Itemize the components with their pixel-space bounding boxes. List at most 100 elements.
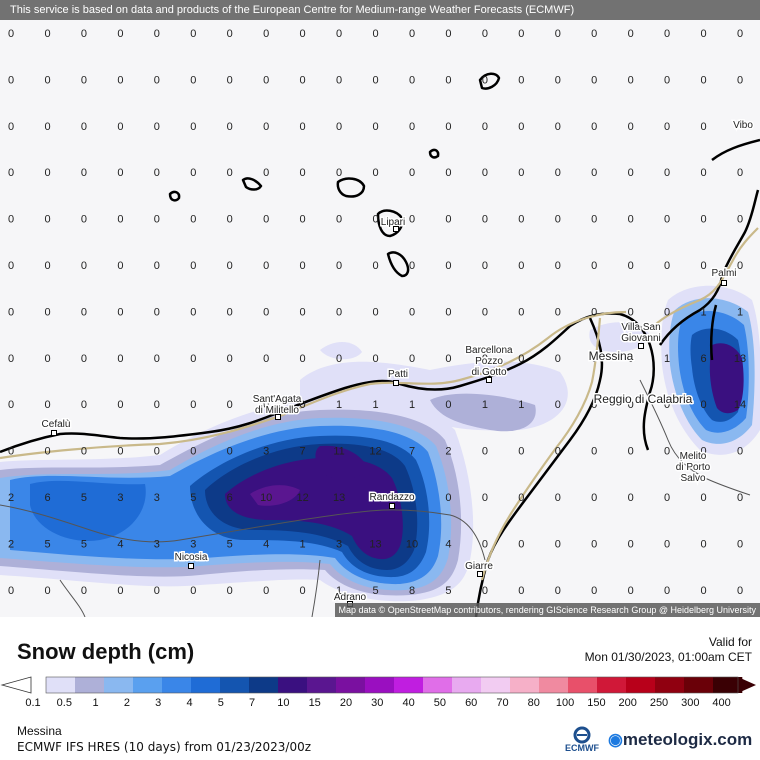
legend-tick: 150 — [587, 697, 606, 709]
grid-value: 0 — [300, 260, 306, 272]
grid-value: 0 — [336, 74, 342, 86]
grid-value: 0 — [737, 74, 743, 86]
city-label: Giovanni — [621, 333, 660, 344]
grid-value: 0 — [190, 260, 196, 272]
grid-value: 0 — [445, 28, 451, 40]
grid-value: 0 — [263, 28, 269, 40]
legend-frame — [45, 676, 739, 694]
legend-tick: 2 — [123, 697, 130, 709]
grid-value: 0 — [482, 74, 488, 86]
legend-swatch — [365, 677, 395, 693]
meteologix-logo-icon: ◉ — [608, 730, 623, 749]
grid-value: 0 — [117, 585, 123, 597]
city-label: Salvo — [680, 473, 705, 484]
legend-swatch — [597, 677, 627, 693]
grid-value: 0 — [372, 214, 378, 226]
legend-tick: 60 — [465, 697, 478, 709]
grid-value: 0 — [190, 74, 196, 86]
city-label: Barcellona — [465, 345, 513, 356]
grid-value: 0 — [117, 446, 123, 458]
grid-value: 0 — [737, 492, 743, 504]
grid-value: 4 — [117, 538, 123, 550]
legend-swatch — [336, 677, 366, 693]
legend-swatch — [539, 677, 569, 693]
grid-value: 0 — [154, 353, 160, 365]
snow-depth-map[interactable]: 0 0 0 0 0 0 0 0 0 0 0 0 0 0 0 0 0 0 0 0 0 0 0 0 0 0 0 0 0 0 0 0 0 0 0 0 0 0 0 0… — [0, 0, 760, 617]
grid-value: 0 — [482, 214, 488, 226]
grid-value: 1 — [300, 538, 306, 550]
grid-value: 0 — [372, 28, 378, 40]
grid-value: 0 — [190, 353, 196, 365]
meteologix-brand-link[interactable]: ◉meteologix.com — [608, 730, 752, 750]
grid-value: 0 — [518, 167, 524, 179]
city-marker — [393, 380, 399, 386]
grid-value: 0 — [372, 353, 378, 365]
grid-value: 2 — [8, 538, 14, 550]
grid-value: 0 — [300, 167, 306, 179]
legend-tick: 300 — [681, 697, 700, 709]
grid-value: 0 — [263, 74, 269, 86]
map-canvas: 0 0 0 0 0 0 0 0 0 0 0 0 0 0 0 0 0 0 0 0 0 0 0 0 0 0 0 0 0 0 0 0 0 0 0 0 0 0 0 0… — [0, 28, 760, 617]
grid-value: 5 — [81, 538, 87, 550]
grid-value: 0 — [336, 167, 342, 179]
grid-value: 4 — [445, 538, 451, 550]
grid-value: 0 — [445, 74, 451, 86]
legend-tick-labels: 0.1 0.5 1 2 3 4 5 7 10 15 20 30 40 50 60 70 80 100 150 200 2… — [0, 697, 760, 713]
grid-value: 0 — [117, 74, 123, 86]
legend-tick: 100 — [555, 697, 575, 709]
grid-value: 0 — [154, 214, 160, 226]
city-marker — [275, 414, 281, 420]
grid-value: 0 — [44, 399, 50, 411]
grid-value: 0 — [518, 492, 524, 504]
city-label: Adrano — [334, 592, 367, 603]
grid-value: 1 — [336, 399, 342, 411]
grid-value: 0 — [664, 74, 670, 86]
grid-value: 0 — [372, 260, 378, 272]
snow-depth-shading — [0, 285, 760, 602]
grid-value: 0 — [300, 306, 306, 318]
grid-value: 5 — [445, 585, 451, 597]
city-label: Randazzo — [369, 492, 414, 503]
grid-value: 0 — [154, 585, 160, 597]
legend-swatch — [423, 677, 453, 693]
legend-swatch — [249, 677, 279, 693]
grid-value: 0 — [555, 214, 561, 226]
grid-value: 0 — [555, 28, 561, 40]
legend-swatch — [133, 677, 163, 693]
grid-value: 0 — [482, 538, 488, 550]
grid-value: 3 — [190, 538, 196, 550]
grid-value: 0 — [555, 306, 561, 318]
legend-tick: 200 — [618, 697, 637, 709]
grid-value: 0 — [628, 399, 634, 411]
city-label: Messina — [589, 349, 634, 363]
grid-value: 0 — [44, 28, 50, 40]
grid-value: 0 — [409, 74, 415, 86]
legend-arrow-high — [738, 677, 756, 693]
grid-value: 12 — [296, 492, 308, 504]
grid-value: 0 — [664, 585, 670, 597]
grid-value: 0 — [518, 353, 524, 365]
legend-swatch — [655, 677, 685, 693]
grid-value: 2 — [445, 446, 451, 458]
grid-value: 6 — [701, 353, 707, 365]
grid-value: 0 — [664, 492, 670, 504]
grid-value: 0 — [664, 260, 670, 272]
map-data-attribution[interactable]: Map data © OpenStreetMap contributors, r… — [334, 603, 760, 617]
grid-value: 0 — [591, 214, 597, 226]
grid-value: 0 — [263, 399, 269, 411]
legend-swatch — [104, 677, 134, 693]
grid-value: 0 — [81, 121, 87, 133]
grid-value: 11 — [333, 446, 344, 458]
grid-value: 0 — [737, 167, 743, 179]
grid-value: 0 — [8, 260, 14, 272]
grid-value: 0 — [555, 399, 561, 411]
grid-value: 0 — [628, 260, 634, 272]
legend-tick: 0.5 — [56, 697, 72, 709]
grid-value: 0 — [190, 214, 196, 226]
grid-value: 0 — [591, 28, 597, 40]
legend-arrow-low — [0, 676, 32, 694]
grid-value: 0 — [628, 167, 634, 179]
grid-value: 0 — [372, 306, 378, 318]
grid-value: 5 — [44, 538, 50, 550]
